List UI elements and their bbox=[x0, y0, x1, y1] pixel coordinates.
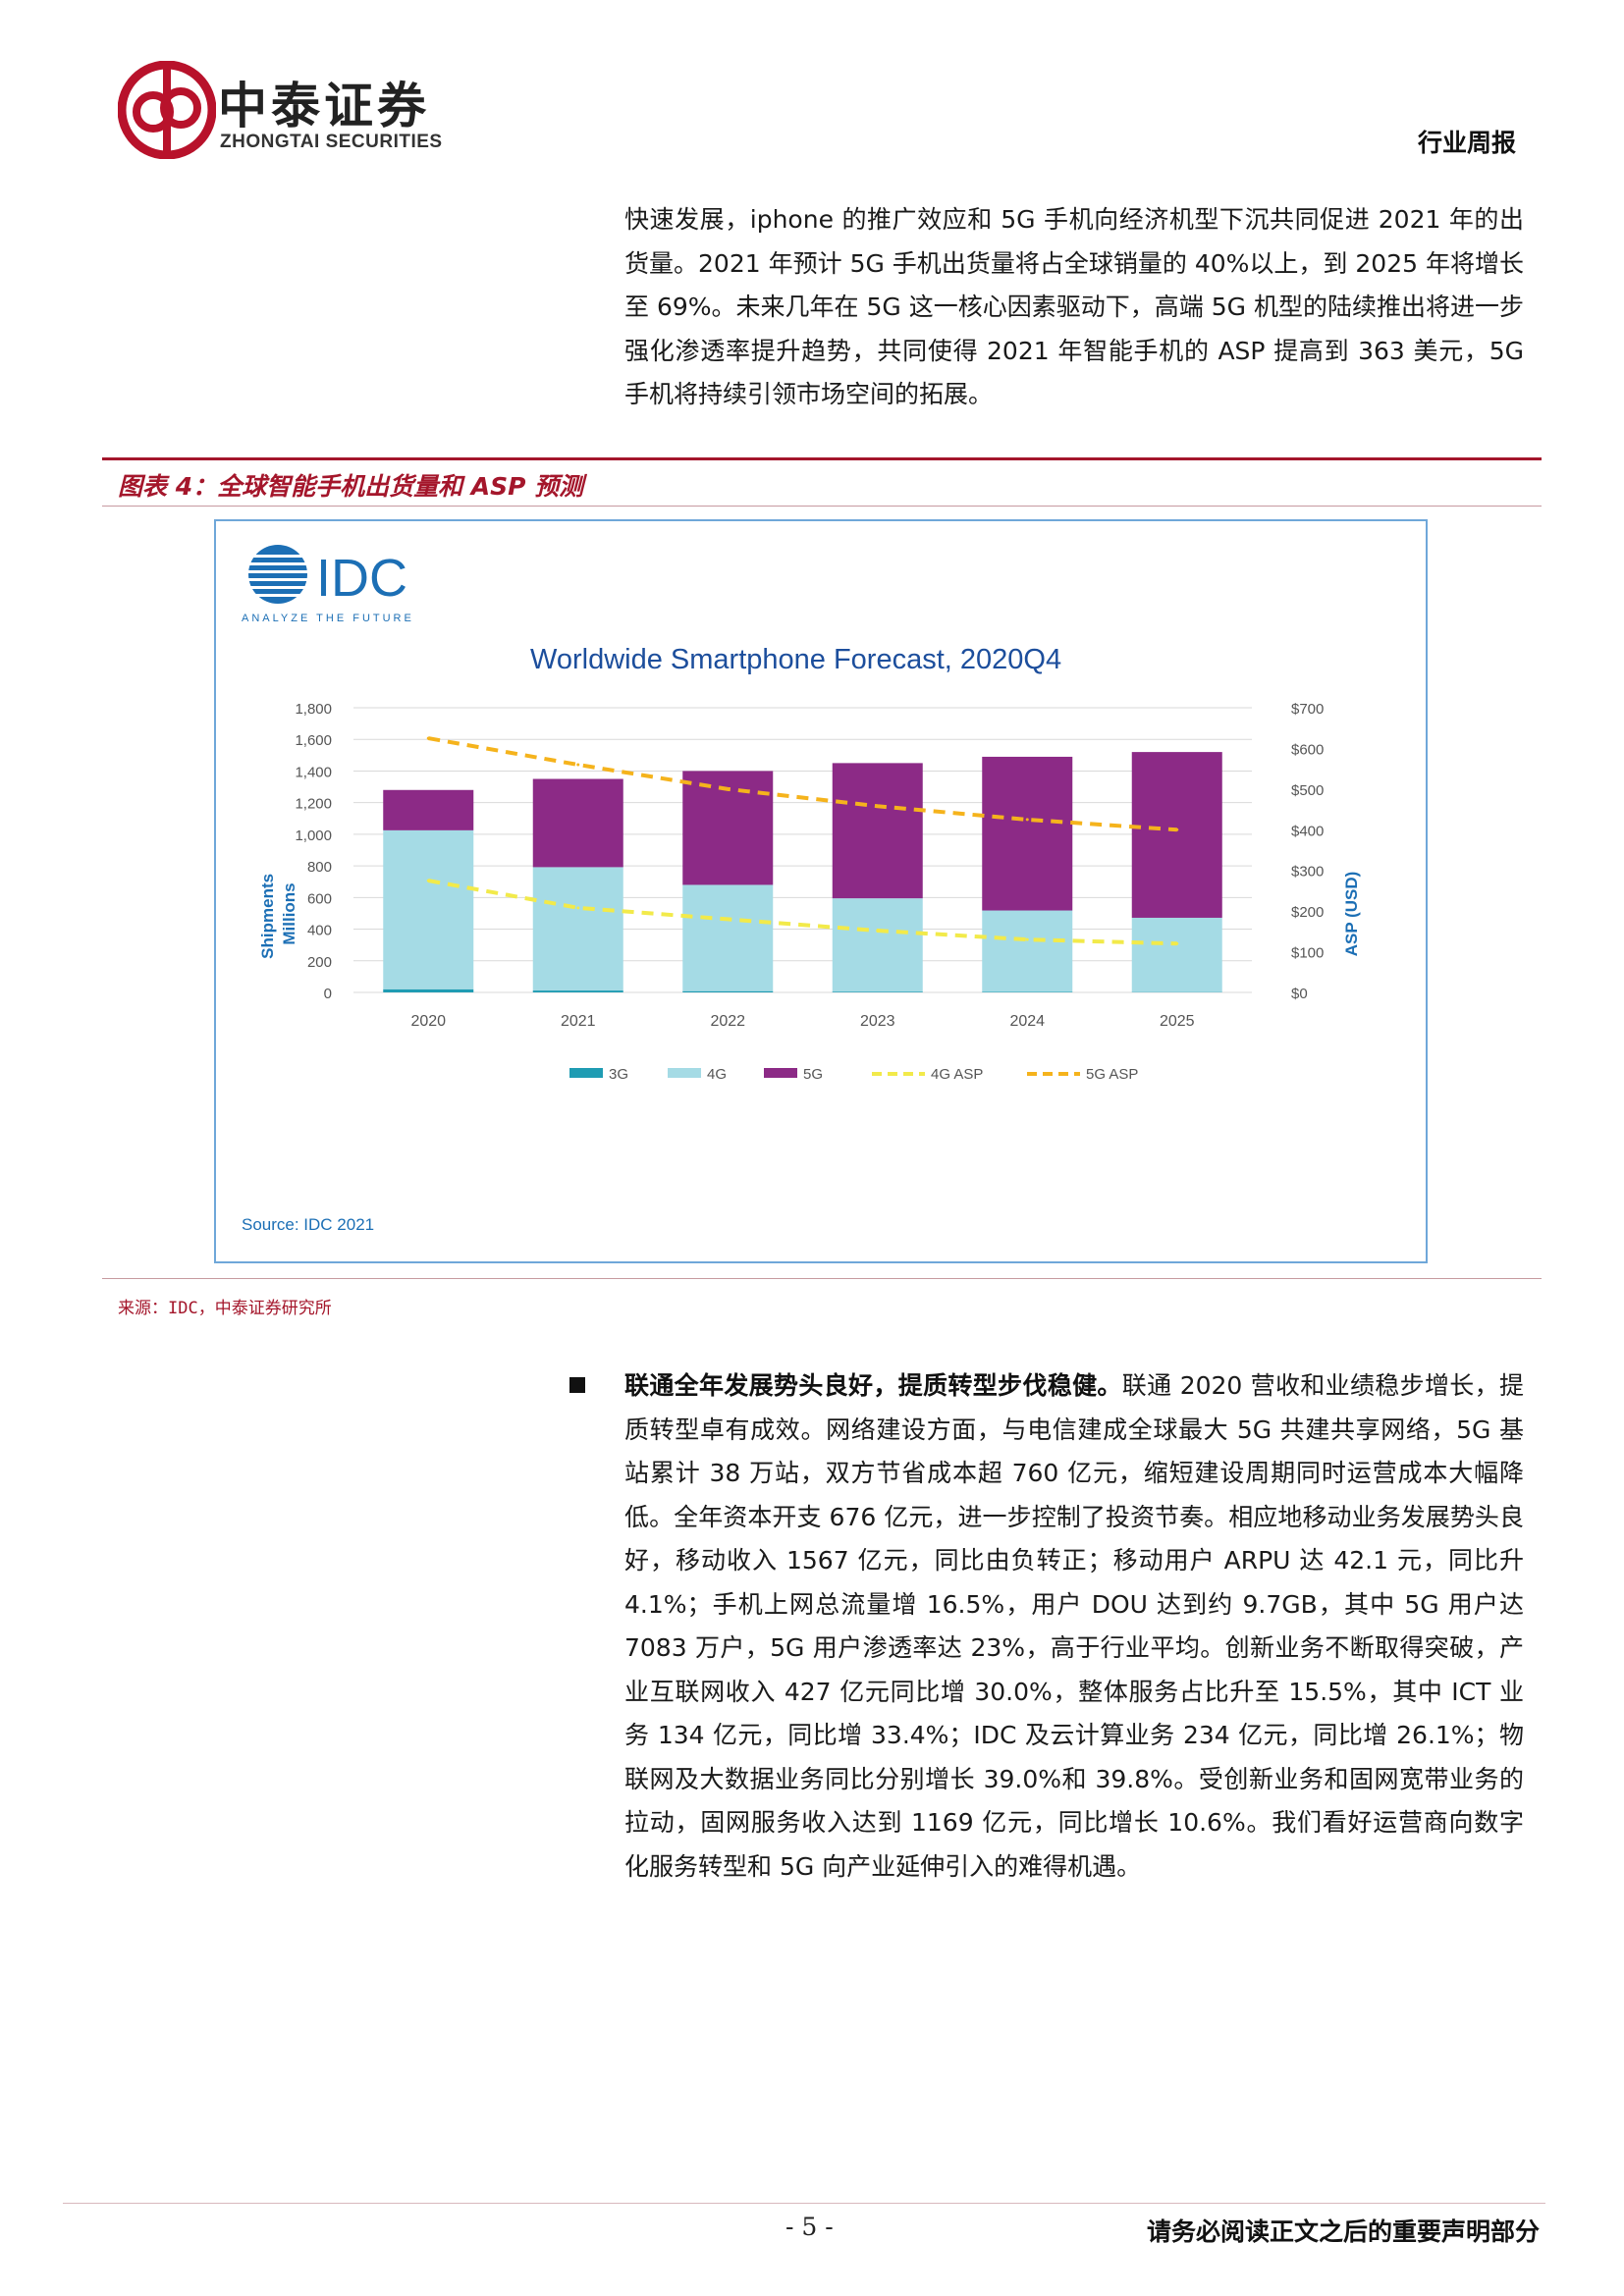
zhongtai-logo-icon bbox=[117, 60, 217, 160]
y-tick-label: 1,800 bbox=[295, 701, 332, 718]
bar-series bbox=[383, 752, 1222, 992]
body-lead: 联通全年发展势头良好，提质转型步伐稳健。 bbox=[624, 1371, 1122, 1400]
figure-title: 图表 4：全球智能手机出货量和 ASP 预测 bbox=[118, 472, 584, 501]
bar-4g-2024 bbox=[982, 910, 1073, 992]
point-5g-asp-2023 bbox=[876, 804, 880, 808]
x-tick-label: 2024 bbox=[1009, 1013, 1045, 1030]
point-4g-asp-2020 bbox=[426, 879, 430, 882]
idc-brand: IDC bbox=[316, 549, 407, 608]
y2-tick-label: $400 bbox=[1291, 823, 1324, 839]
y-tick-label: 200 bbox=[307, 954, 332, 971]
body-paragraph: 联通全年发展势头良好，提质转型步伐稳健。联通 2020 营收和业绩稳步增长，提质… bbox=[624, 1364, 1524, 1889]
legend-label: 4G bbox=[707, 1066, 727, 1083]
bar-4g-2022 bbox=[682, 884, 774, 991]
legend-label: 5G bbox=[803, 1066, 823, 1083]
chart-legend: 3G 4G 5G 4G ASP 5G ASP bbox=[569, 1066, 1138, 1083]
y2-axis-label: ASP (USD) bbox=[1342, 872, 1361, 957]
figure-source: 来源：IDC，中泰证券研究所 bbox=[118, 1299, 332, 1318]
bar-3g-2023 bbox=[832, 991, 923, 992]
legend-swatch-5g bbox=[764, 1068, 797, 1078]
x-axis-ticks: 2020 2021 2022 2023 2024 2025 bbox=[410, 1013, 1194, 1030]
point-5g-asp-2024 bbox=[1025, 818, 1029, 822]
bar-5g-2024 bbox=[982, 756, 1073, 911]
idc-tagline: ANALYZE THE FUTURE bbox=[242, 613, 414, 624]
point-4g-asp-2024 bbox=[1025, 937, 1029, 941]
document-type: 行业周报 bbox=[1417, 129, 1516, 157]
body-content: 联通 2020 营收和业绩稳步增长，提质转型卓有成效。网络建设方面，与电信建成全… bbox=[624, 1371, 1524, 1881]
chart-title: Worldwide Smartphone Forecast, 2020Q4 bbox=[530, 644, 1061, 675]
point-5g-asp-2025 bbox=[1175, 828, 1179, 831]
body-text: 联通全年发展势头良好，提质转型步伐稳健。联通 2020 营收和业绩稳步增长，提质… bbox=[624, 1364, 1524, 1889]
intro-text: 快速发展，iphone 的推广效应和 5G 手机向经济机型下沉共同促进 2021… bbox=[624, 205, 1524, 408]
y2-tick-label: $600 bbox=[1291, 741, 1324, 758]
y-tick-label: 1,600 bbox=[295, 732, 332, 749]
bar-3g-2021 bbox=[532, 990, 623, 992]
source-rule bbox=[102, 1278, 1542, 1279]
line-4g-asp bbox=[427, 879, 1177, 946]
line-5g-asp bbox=[427, 736, 1177, 832]
y-tick-label: 800 bbox=[307, 859, 332, 876]
company-logo bbox=[117, 60, 491, 163]
y-axis-label: Shipments Millions bbox=[258, 869, 298, 959]
x-tick-label: 2023 bbox=[860, 1013, 895, 1030]
y2-tick-label: $200 bbox=[1291, 904, 1324, 921]
legend-label: 5G ASP bbox=[1086, 1066, 1138, 1083]
figure-title-rule bbox=[102, 506, 1542, 507]
x-tick-label: 2021 bbox=[561, 1013, 596, 1030]
y-tick-label: 0 bbox=[324, 986, 332, 1002]
chart-frame: IDC ANALYZE THE FUTURE Worldwide Smartph… bbox=[214, 519, 1428, 1263]
bar-5g-2025 bbox=[1131, 752, 1222, 918]
bar-4g-2021 bbox=[532, 867, 623, 991]
page-number: - 5 - bbox=[785, 2213, 834, 2241]
bar-4g-2020 bbox=[383, 829, 474, 989]
point-4g-asp-2021 bbox=[576, 906, 580, 910]
bar-5g-2020 bbox=[383, 789, 474, 830]
point-5g-asp-2021 bbox=[576, 763, 580, 767]
y-tick-label: 1,000 bbox=[295, 828, 332, 844]
figure-top-rule bbox=[102, 457, 1542, 460]
x-tick-label: 2020 bbox=[410, 1013, 446, 1030]
bullet-square-icon bbox=[569, 1377, 585, 1393]
chart-source-note: Source: IDC 2021 bbox=[242, 1215, 374, 1234]
point-5g-asp-2020 bbox=[426, 736, 430, 740]
footer-notice: 请务必阅读正文之后的重要声明部分 bbox=[1146, 2217, 1540, 2246]
y-tick-label: 600 bbox=[307, 890, 332, 907]
smartphone-forecast-chart: IDC ANALYZE THE FUTURE Worldwide Smartph… bbox=[242, 545, 1361, 1234]
point-4g-asp-2023 bbox=[876, 929, 880, 933]
y-axis-label-line1: Shipments bbox=[258, 874, 277, 959]
point-4g-asp-2022 bbox=[726, 917, 730, 921]
y-tick-label: 400 bbox=[307, 923, 332, 939]
y2-tick-label: $700 bbox=[1291, 701, 1324, 718]
intro-paragraph: 快速发展，iphone 的推广效应和 5G 手机向经济机型下沉共同促进 2021… bbox=[624, 198, 1524, 417]
point-4g-asp-2025 bbox=[1175, 941, 1179, 945]
y2-tick-label: $100 bbox=[1291, 945, 1324, 962]
legend-swatch-3g bbox=[569, 1068, 603, 1078]
legend-swatch-4g bbox=[668, 1068, 701, 1078]
y-axis-label-line2: Millions bbox=[280, 882, 298, 944]
point-5g-asp-2022 bbox=[726, 787, 730, 791]
x-tick-label: 2025 bbox=[1160, 1013, 1195, 1030]
bar-3g-2020 bbox=[383, 988, 474, 992]
company-name-cn: 中泰证券 bbox=[218, 78, 430, 134]
y-tick-label: 1,400 bbox=[295, 764, 332, 780]
y-tick-label: 1,200 bbox=[295, 796, 332, 813]
legend-label: 3G bbox=[609, 1066, 628, 1083]
footer-rule bbox=[63, 2203, 1545, 2204]
company-name-en: ZHONGTAI SECURITIES bbox=[220, 132, 443, 152]
y2-tick-label: $300 bbox=[1291, 864, 1324, 881]
y2-tick-label: $500 bbox=[1291, 782, 1324, 799]
idc-globe-icon bbox=[248, 545, 307, 604]
y-axis-ticks: 0 200 400 600 800 1,000 1,200 1,400 1,600 1,800 bbox=[295, 701, 332, 1002]
bar-5g-2021 bbox=[532, 778, 623, 868]
bar-3g-2022 bbox=[682, 990, 774, 992]
bar-4g-2023 bbox=[832, 898, 923, 992]
bar-5g-2023 bbox=[832, 763, 923, 899]
y2-axis-ticks: $0 $100 $200 $300 $400 $500 $600 $700 bbox=[1291, 701, 1324, 1002]
legend-label: 4G ASP bbox=[931, 1066, 983, 1083]
line-series bbox=[426, 736, 1179, 946]
bar-4g-2025 bbox=[1131, 917, 1222, 992]
y2-tick-label: $0 bbox=[1291, 986, 1308, 1002]
x-tick-label: 2022 bbox=[710, 1013, 745, 1030]
chart-grid bbox=[353, 707, 1252, 993]
